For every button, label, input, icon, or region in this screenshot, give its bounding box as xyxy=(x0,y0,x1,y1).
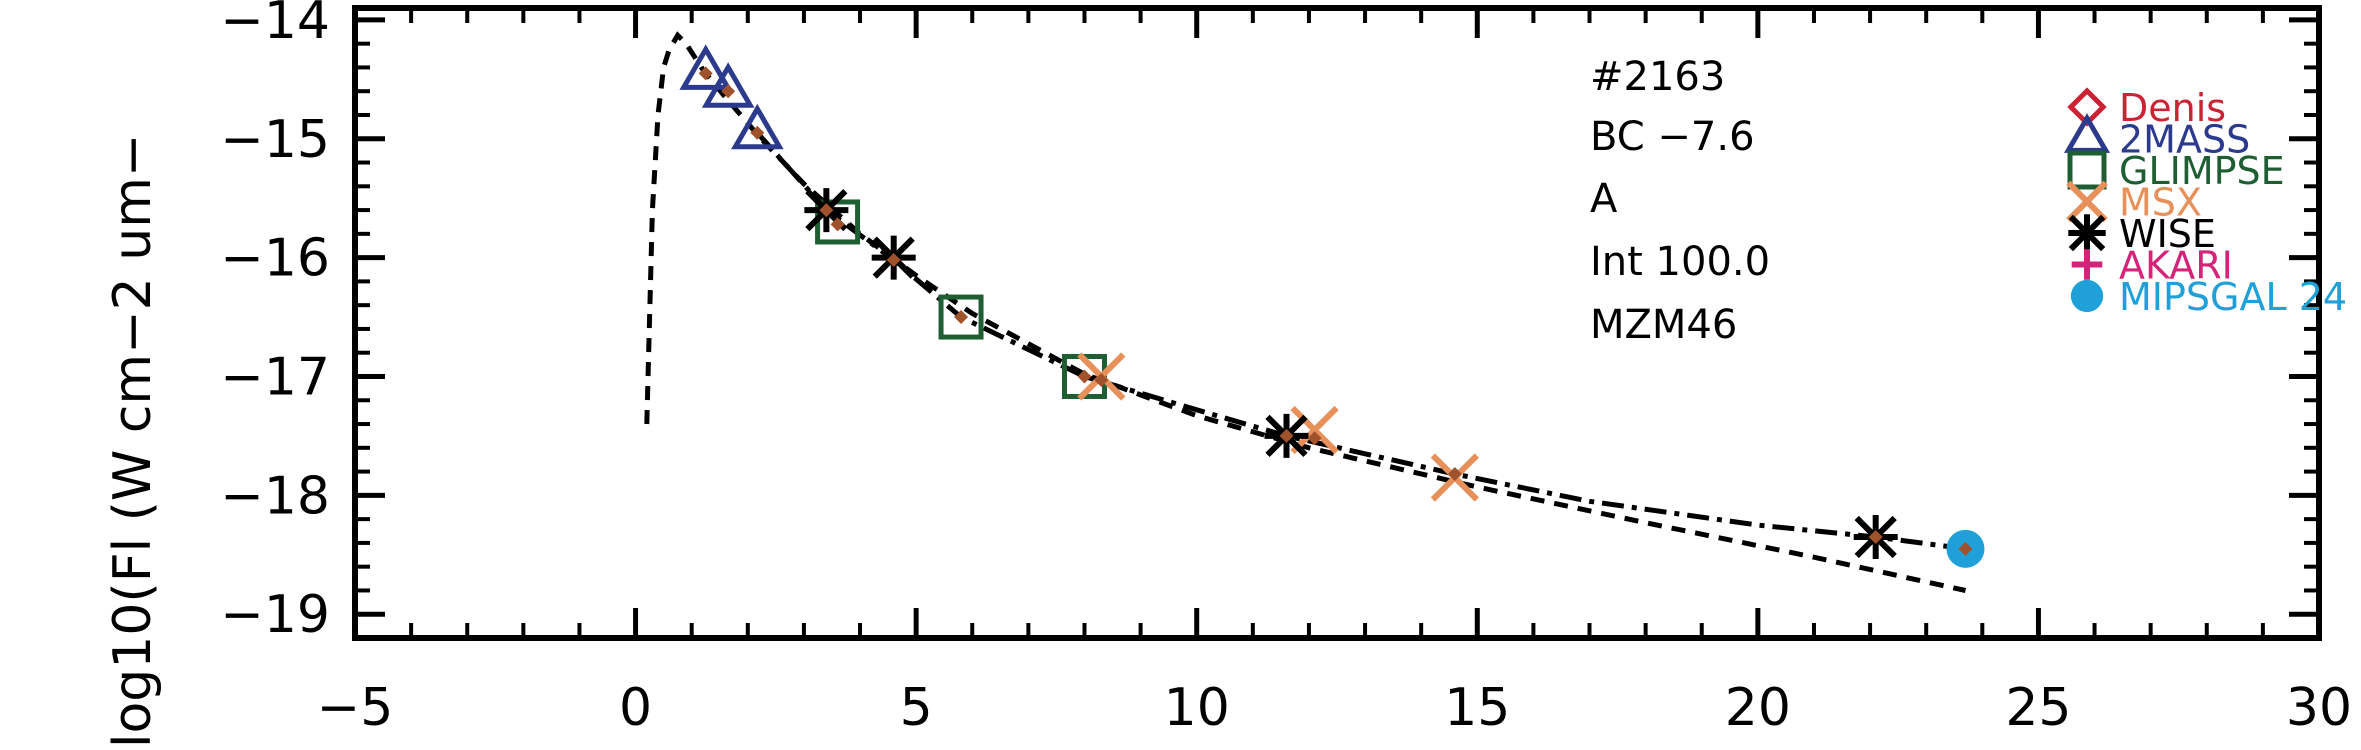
legend-marker xyxy=(2070,279,2104,313)
legend-item-akari: AKARI xyxy=(2071,244,2233,288)
plot-frame xyxy=(352,5,2322,641)
annotation-class: A xyxy=(1590,176,1618,222)
y-tick-label: −14 xyxy=(220,0,330,51)
axes xyxy=(352,5,2322,641)
y-tick-label: −16 xyxy=(220,229,330,289)
legend-marker xyxy=(2071,249,2103,280)
tick-labels: −5 0 5 10 15 20 25 30 −19 −18 −17 −16 −15 −14 xyxy=(220,0,2352,738)
legend-marker xyxy=(2067,150,2107,190)
point-model xyxy=(721,84,736,99)
point-2mass xyxy=(679,44,733,90)
point-msx-stroke xyxy=(1290,405,1339,455)
legend-marker xyxy=(2063,113,2111,153)
legend-marker-stroke xyxy=(2066,180,2108,223)
point-model xyxy=(698,66,713,81)
y-tick-label: −15 xyxy=(220,110,330,170)
point-model xyxy=(750,125,765,140)
point-model xyxy=(1077,369,1092,384)
point-model xyxy=(1447,466,1462,481)
model-curve-dashed xyxy=(644,31,1967,593)
point-model xyxy=(819,203,834,218)
point-model xyxy=(1307,431,1322,446)
x-tick-label: 10 xyxy=(1164,678,1230,738)
annotation-bc: BC −7.6 xyxy=(1590,114,1755,160)
legend-label: 2MASS xyxy=(2119,118,2250,162)
annotation-name: MZM46 xyxy=(1590,302,1737,348)
legend-marker xyxy=(2067,87,2107,127)
legend-item-glimpse: GLIMPSE xyxy=(2067,149,2285,193)
y-tick-label: −17 xyxy=(220,347,330,407)
point-model xyxy=(954,310,969,325)
point-model xyxy=(1958,541,1973,556)
legend-label: MIPSGAL 24 xyxy=(2119,275,2347,319)
x-tick-label: 15 xyxy=(1444,678,1510,738)
legend-item-mipsgal-24: MIPSGAL 24 xyxy=(2070,275,2347,319)
series-model xyxy=(698,66,1973,556)
legend-label: WISE xyxy=(2119,212,2216,256)
legend-label: MSX xyxy=(2119,181,2202,225)
point-model xyxy=(1868,529,1883,544)
x-tick-label: 30 xyxy=(2286,678,2352,738)
legend-item-msx: MSX xyxy=(2066,180,2202,225)
x-tick-label: 25 xyxy=(2005,678,2071,738)
legend-marker xyxy=(2068,214,2106,252)
y-tick-label: −18 xyxy=(220,466,330,526)
data-markers xyxy=(679,44,1985,568)
legend-label: GLIMPSE xyxy=(2119,149,2285,193)
series-2mass xyxy=(679,44,784,150)
annotation-source-id: #2163 xyxy=(1590,54,1725,100)
legend-label: Denis xyxy=(2119,86,2226,130)
point-glimpse xyxy=(938,294,984,340)
legend-item-denis: Denis xyxy=(2067,86,2226,130)
x-tick-label: 5 xyxy=(900,678,933,738)
point-model xyxy=(1094,373,1109,388)
annotations: #2163 BC −7.6 A Int 100.0 MZM46 xyxy=(1590,54,1770,348)
x-tick-label: 0 xyxy=(619,678,652,738)
point-model xyxy=(886,253,901,267)
legend-marker xyxy=(2066,180,2108,223)
legend-label: AKARI xyxy=(2119,244,2233,288)
x-tick-label: −5 xyxy=(317,678,394,738)
point-model xyxy=(830,217,845,232)
point-msx xyxy=(1290,405,1339,455)
legend-item-2mass: 2MASS xyxy=(2063,113,2250,162)
point-model xyxy=(1279,428,1294,443)
point-2mass xyxy=(701,62,755,108)
legend-item-wise: WISE xyxy=(2068,212,2216,256)
y-tick-label: −19 xyxy=(220,585,330,645)
annotation-int: Int 100.0 xyxy=(1590,239,1770,285)
x-tick-label: 20 xyxy=(1725,678,1791,738)
point-2mass xyxy=(731,103,784,150)
y-axis-label: log10(Fl (W cm−2 um− xyxy=(103,134,163,748)
